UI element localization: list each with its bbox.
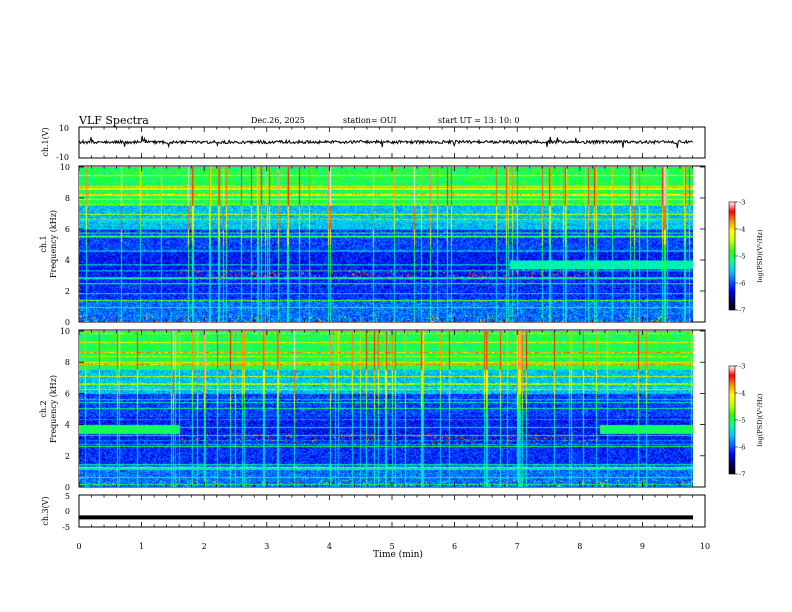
time-axis-label: Time (min): [373, 549, 423, 560]
frequency-tick-label: 10: [60, 327, 70, 336]
ch3-ytick-mid: 0: [65, 507, 70, 516]
colorbar-tick-label: -5: [739, 417, 745, 425]
colorbar-tick-label: -6: [739, 444, 745, 452]
ch1-ylabel: ch.1(V): [41, 127, 50, 156]
ch2-colorbar-ticks: -3 -4 -5 -6 -7: [735, 363, 745, 479]
ch1-frequency-label: Frequency (kHz): [49, 210, 58, 278]
colorbar-tick-label: -5: [739, 253, 745, 261]
station-label: station= OUI: [343, 116, 397, 125]
time-tick-label: 7: [515, 542, 520, 551]
frequency-tick-label: 8: [65, 358, 70, 367]
ch3-xticks: [78, 495, 706, 527]
time-tick-label: 5: [389, 542, 394, 551]
frequency-tick-label: 10: [60, 163, 70, 172]
ch2-colorbar-scale: [728, 365, 736, 475]
ch2-colorbar: -3 -4 -5 -6 -7 log(PSD)(V²/Hz): [728, 363, 764, 479]
frequency-tick-label: 0: [65, 483, 70, 492]
ch1-waveform-panel: 10 -10 ch.1(V): [41, 124, 706, 162]
ch1-ytick-top: 10: [59, 124, 69, 133]
frequency-tick-label: 2: [65, 452, 70, 461]
ch1-colorbar-scale: [728, 201, 736, 311]
ch2-spectrogram-xticks: [78, 330, 706, 487]
colorbar-tick-label: -4: [739, 390, 745, 398]
colorbar-tick-label: -7: [739, 471, 745, 479]
ch3-ytick-top: 5: [65, 492, 70, 501]
ch2-spectrogram-panel: 0 2 4 6 8 10 ch.2 Frequency (kHz): [39, 327, 706, 492]
frequency-tick-label: 6: [65, 225, 70, 234]
frequency-tick-label: 4: [65, 421, 70, 430]
colorbar-tick-label: -7: [739, 307, 745, 315]
ch1-spectrogram-xticks: [78, 166, 706, 322]
ch1-ytick-bottom: -10: [56, 153, 69, 162]
frequency-tick-label: 8: [65, 194, 70, 203]
colorbar-tick-label: -4: [739, 226, 745, 234]
time-tick-label: 2: [202, 542, 207, 551]
ch1-waveform-trace: [78, 135, 694, 149]
time-tick-label: 6: [452, 542, 457, 551]
ch2-colorbar-label: log(PSD)(V²/Hz): [756, 393, 764, 446]
ch1-colorbar-ticks: -3 -4 -5 -6 -7: [735, 199, 745, 315]
ch2-frequency-label: Frequency (kHz): [49, 375, 58, 443]
ch1-colorbar-label: log(PSD)(V²/Hz): [756, 229, 764, 282]
ch1-channel-label: ch.1: [39, 235, 48, 252]
frequency-tick-label: 4: [65, 256, 70, 265]
ch1-xticks: [78, 127, 706, 158]
colorbar-tick-label: -3: [739, 199, 745, 207]
frequency-tick-label: 0: [65, 318, 70, 327]
time-axis-tick-labels: 0 1 2 3 4 5 6 7 8 9 10: [76, 542, 710, 551]
time-tick-label: 0: [76, 542, 81, 551]
ch1-spectrogram-image: [79, 167, 693, 322]
ch1-spectrogram-panel: 0 2 4 6 8 10 ch.1 Frequency (kHz): [39, 163, 706, 327]
ch3-signal-panel: 5 0 -5 ch.3(V): [41, 492, 706, 532]
date-label: Dec.26, 2025: [251, 116, 305, 125]
time-tick-label: 3: [264, 542, 269, 551]
figure-title: VLF Spectra: [78, 114, 149, 127]
time-tick-label: 1: [139, 542, 144, 551]
ch2-spectrogram-yticks: 0 2 4 6 8 10: [60, 327, 705, 492]
colorbar-tick-label: -6: [739, 280, 745, 288]
time-tick-label: 9: [640, 542, 645, 551]
time-tick-label: 4: [327, 542, 332, 551]
ch3-ytick-bottom: -5: [62, 523, 70, 532]
time-tick-label: 8: [577, 542, 582, 551]
ch3-ylabel: ch.3(V): [41, 496, 50, 525]
ch1-spectrogram-yticks: 0 2 4 6 8 10: [60, 163, 705, 327]
time-tick-label: 10: [700, 542, 710, 551]
frequency-tick-label: 6: [65, 389, 70, 398]
start-time-label: start UT = 13: 10: 0: [438, 116, 519, 125]
ch3-signal-frame: [78, 494, 706, 528]
ch2-channel-label: ch.2: [39, 400, 48, 417]
frequency-tick-label: 2: [65, 287, 70, 296]
colorbar-tick-label: -3: [739, 363, 745, 371]
ch1-colorbar: -3 -4 -5 -6 -7 log(PSD)(V²/Hz): [728, 199, 764, 315]
ch2-spectrogram-image: [79, 331, 693, 487]
